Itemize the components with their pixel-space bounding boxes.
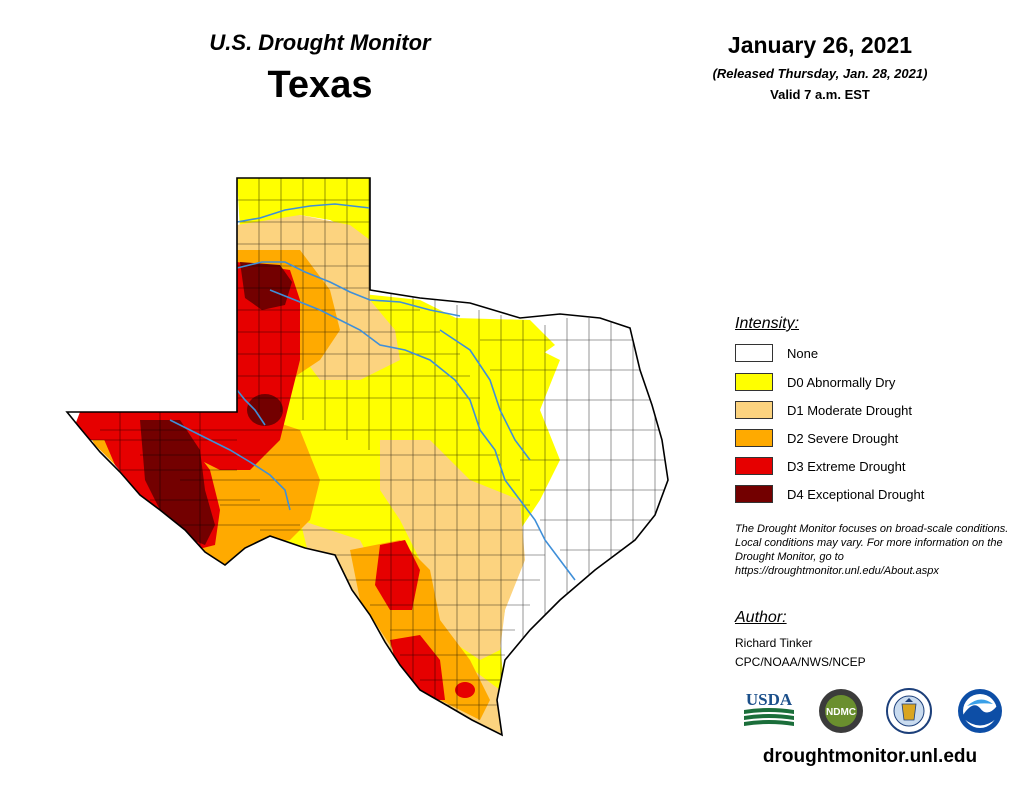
legend-swatch [735, 457, 773, 475]
legend-item-d3: D3 Extreme Drought [735, 456, 906, 476]
central-grid [100, 290, 546, 720]
d3-area-border [390, 635, 445, 700]
author-organization: CPC/NOAA/NWS/NCEP [735, 655, 866, 669]
noaa-logo [958, 689, 1002, 733]
legend-label: D2 Severe Drought [787, 430, 899, 446]
legend-swatch [735, 429, 773, 447]
d3-area-westpanhandle [75, 262, 300, 470]
author-heading: Author: [735, 609, 787, 626]
ndmc-logo: NDMC [819, 689, 863, 733]
legend-swatch [735, 373, 773, 391]
county-lines [90, 178, 665, 720]
legend-item-d4: D4 Exceptional Drought [735, 484, 924, 504]
legend-item-d2: D2 Severe Drought [735, 428, 898, 448]
legend-label: None [787, 345, 819, 361]
rivers [169, 203, 576, 581]
author-name: Richard Tinker [735, 636, 813, 650]
d3-area-central [375, 540, 420, 610]
map-subtitle: U.S. Drought Monitor [209, 30, 431, 55]
legend-label: D0 Abnormally Dry [787, 374, 896, 390]
texas-drought-map [66, 177, 669, 736]
canadian-river [236, 203, 371, 223]
legend-label: D1 Moderate Drought [787, 402, 913, 418]
valid-time: Valid 7 a.m. EST [770, 87, 870, 102]
legend-item-d0: D0 Abnormally Dry [735, 372, 895, 392]
legend-label: D3 Extreme Drought [787, 458, 906, 474]
d4-area-permian [247, 394, 283, 426]
pecos-river [236, 389, 266, 426]
west-grid [90, 412, 300, 550]
legend-label: D4 Exceptional Drought [787, 486, 925, 502]
east-grid [480, 318, 665, 600]
ndmc-logo-text: NDMC [826, 707, 856, 718]
usda-logo: USDA [744, 690, 794, 726]
drought-monitor-note: The Drought Monitor focuses on broad-sca… [735, 523, 1009, 577]
legend-item-d1: D1 Moderate Drought [735, 400, 912, 420]
red-river [236, 261, 461, 317]
map-date: January 26, 2021 [727, 32, 913, 58]
legend-swatch [735, 485, 773, 503]
usda-logo-text: USDA [746, 690, 793, 709]
doc-seal-logo [886, 688, 932, 734]
legend-swatch [735, 344, 773, 362]
d0-area-northeast [455, 318, 555, 370]
panhandle-grid [237, 178, 480, 450]
release-date: (Released Thursday, Jan. 28, 2021) [712, 66, 928, 81]
legend-item-none: None [735, 343, 818, 363]
rio-grande-river [169, 419, 291, 511]
trinity-river [439, 329, 531, 461]
legend-title: Intensity: [735, 315, 800, 332]
website-url[interactable]: droughtmonitor.unl.edu [762, 746, 978, 767]
d4-area-northwest [240, 262, 292, 310]
d4-area-bigbend [140, 420, 215, 545]
legend-swatch [735, 401, 773, 419]
map-title: Texas [267, 64, 373, 106]
brazos-river [269, 289, 576, 581]
drought-areas [67, 178, 668, 735]
d3-area-spot [455, 682, 475, 698]
